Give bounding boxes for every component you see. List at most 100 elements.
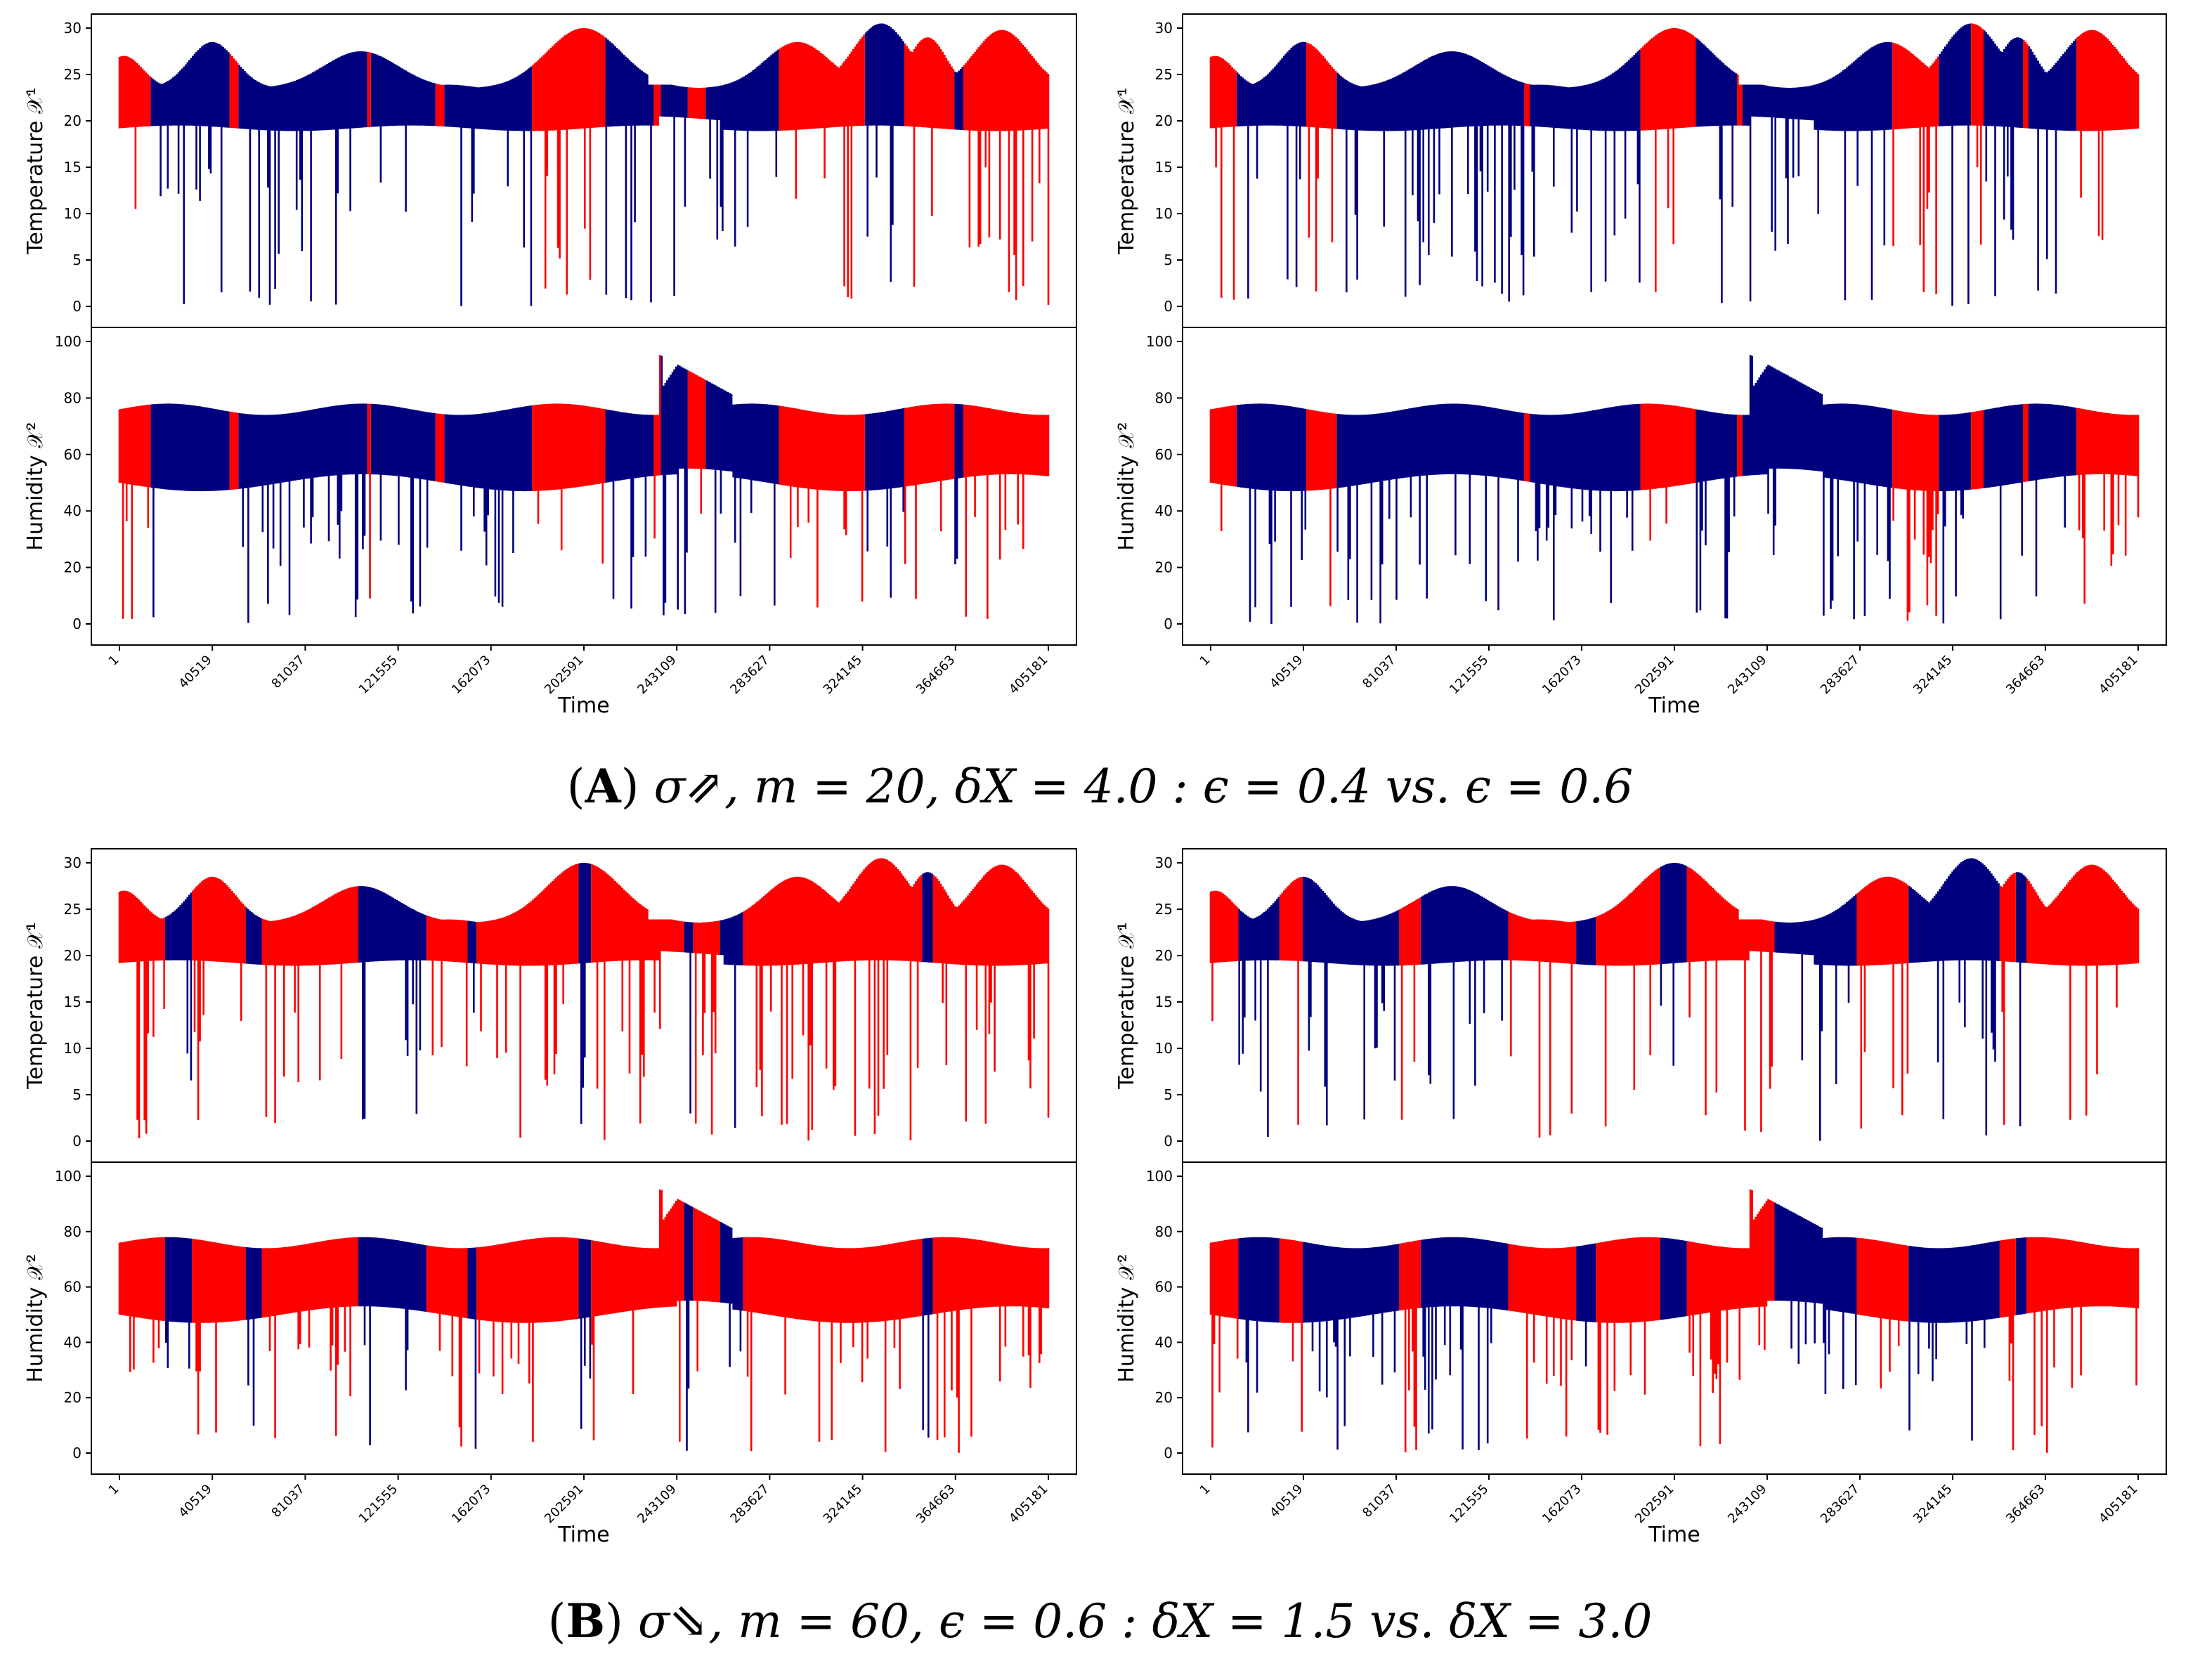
caption-b-label: B — [566, 1594, 606, 1648]
x-tick-label: 324145 — [1911, 1482, 1955, 1526]
y-tick-label: 25 — [1155, 901, 1173, 918]
x-axis-label: Time — [557, 1523, 609, 1547]
x-tick-label: 324145 — [1911, 653, 1955, 697]
series-normal — [150, 23, 963, 306]
y-tick-label: 15 — [64, 994, 82, 1010]
y-tick-label: 40 — [64, 502, 82, 519]
y-axis-label: Humidity 𝒳² — [23, 422, 48, 550]
y-tick-label: 60 — [64, 446, 82, 463]
x-tick-label: 324145 — [821, 1482, 865, 1526]
x-tick-label: 405181 — [1006, 1482, 1050, 1526]
caption-a: (A) σ⇗, m = 20, δX = 4.0 : ϵ = 0.4 vs. ϵ… — [566, 759, 1634, 814]
x-tick-label: 162073 — [449, 653, 493, 697]
y-tick-label: 20 — [1155, 947, 1173, 964]
y-tick-label: 30 — [64, 854, 82, 871]
y-tick-label: 80 — [1155, 389, 1173, 406]
x-tick-label: 364663 — [2003, 1482, 2048, 1526]
x-tick-label: 81037 — [269, 1482, 308, 1521]
y-tick-label: 20 — [64, 559, 82, 576]
y-tick-label: 100 — [55, 1168, 82, 1185]
x-tick-label: 283627 — [727, 653, 772, 697]
y-tick-label: 30 — [1155, 854, 1173, 871]
y-tick-label: 10 — [1155, 1040, 1173, 1057]
y-tick-label: 40 — [64, 1334, 82, 1350]
y-tick-label: 20 — [1155, 112, 1173, 129]
series-highlighted — [1209, 403, 2140, 621]
panel-A-right-temperature: 0 5 10 15 20 25 30 Temperature 𝒳¹ — [1114, 13, 2167, 328]
x-tick-label: 162073 — [1540, 653, 1584, 697]
x-tick-label: 405181 — [2096, 1482, 2140, 1526]
panel-B-left-humidity: 0 20 40 60 80 100 Humidity 𝒳² — [23, 1161, 1077, 1475]
y-tick-label: 40 — [1155, 1334, 1173, 1350]
x-tick-label: 121555 — [1447, 1482, 1491, 1526]
y-axis-label: Humidity 𝒳² — [1114, 422, 1139, 550]
x-tick-label: 40519 — [1267, 653, 1306, 691]
x-tick-label: 324145 — [821, 653, 865, 697]
x-tick-label: 243109 — [1725, 1482, 1769, 1526]
y-axis-label: Temperature 𝒳¹ — [23, 922, 48, 1089]
y-tick-label: 30 — [1155, 20, 1173, 37]
x-tick-label: 81037 — [1360, 1482, 1398, 1521]
y-tick-label: 60 — [1155, 1279, 1173, 1296]
series-normal — [150, 356, 963, 623]
x-axis-label: Time — [1648, 694, 1700, 718]
y-tick-label: 15 — [1155, 994, 1173, 1010]
x-tick-label: 81037 — [1360, 653, 1398, 691]
series-normal — [1238, 858, 2027, 1141]
panel-B-right-humidity: 0 20 40 60 80 100 Humidity 𝒳² — [1114, 1161, 2167, 1475]
series-highlighted — [1209, 864, 2140, 1138]
y-tick-label: 100 — [1146, 1168, 1173, 1185]
x-tick-label: 1 — [106, 1482, 122, 1498]
y-tick-label: 100 — [1146, 333, 1173, 350]
x-tick-label: 121555 — [356, 1482, 401, 1526]
y-tick-label: 15 — [64, 159, 82, 176]
series-normal — [1236, 23, 2077, 306]
chart-A-right: 0 5 10 15 20 25 30 Temperature 𝒳¹ 0 20 40 60 80 100 Hu… — [1114, 13, 2167, 718]
y-tick-label: 5 — [72, 1086, 82, 1103]
x-tick-label: 283627 — [1818, 653, 1862, 697]
series-normal — [1236, 355, 2077, 624]
y-tick-label: 0 — [72, 1445, 82, 1461]
x-tick-label: 283627 — [727, 1482, 772, 1526]
y-tick-label: 60 — [64, 1279, 82, 1296]
panel-A-left-temperature: 0 5 10 15 20 25 30 Temperature 𝒳¹ — [23, 13, 1077, 328]
y-axis-label: Temperature 𝒳¹ — [1114, 87, 1139, 254]
y-tick-label: 100 — [55, 333, 82, 350]
y-tick-label: 0 — [72, 298, 82, 315]
y-tick-label: 20 — [64, 1389, 82, 1406]
y-tick-label: 20 — [64, 112, 82, 129]
y-tick-label: 20 — [1155, 559, 1173, 576]
series-highlighted — [1209, 23, 2140, 300]
chart-B-right: 0 5 10 15 20 25 30 Temperature 𝒳¹ 0 20 40 60 80 100 Hu… — [1114, 848, 2167, 1547]
caption-a-text: σ⇗, m = 20, δX = 4.0 : ϵ = 0.4 vs. ϵ = 0… — [653, 760, 1634, 814]
panel-A-left-humidity: 0 20 40 60 80 100 Humidity 𝒳² — [23, 327, 1077, 646]
series-normal — [164, 863, 933, 1128]
caption-b: (B) σ⇘, m = 60, ϵ = 0.6 : δX = 1.5 vs. δ… — [547, 1594, 1653, 1648]
x-axis-label: Time — [1648, 1523, 1700, 1547]
series-highlighted — [118, 1189, 1050, 1453]
y-tick-label: 40 — [1155, 502, 1173, 519]
x-tick-label: 162073 — [1540, 1482, 1584, 1526]
x-tick-label: 202591 — [542, 1482, 586, 1526]
y-tick-label: 15 — [1155, 159, 1173, 176]
x-tick-label: 121555 — [1447, 653, 1491, 697]
y-tick-label: 60 — [1155, 446, 1173, 463]
x-tick-label: 81037 — [269, 653, 308, 691]
y-axis-label: Temperature 𝒳¹ — [23, 87, 48, 254]
y-tick-label: 10 — [64, 205, 82, 222]
x-tick-label: 40519 — [176, 1482, 214, 1521]
x-tick-label: 1 — [1197, 1482, 1213, 1498]
x-tick-label: 121555 — [356, 653, 401, 697]
y-tick-label: 0 — [1164, 616, 1173, 632]
x-tick-label: 40519 — [1267, 1482, 1306, 1521]
series-normal — [1238, 1202, 2027, 1450]
panel-B-left-temperature: 0 5 10 15 20 25 30 Temperature 𝒳¹ — [23, 848, 1077, 1163]
panel-A-right-humidity: 0 20 40 60 80 100 Humidity 𝒳² — [1114, 327, 2167, 646]
x-tick-label: 405181 — [2096, 653, 2140, 697]
x-tick-label: 364663 — [913, 653, 958, 697]
series-highlighted — [118, 28, 1050, 306]
y-axis-label: Humidity 𝒳² — [1114, 1254, 1139, 1382]
panel-B-right-temperature: 0 5 10 15 20 25 30 Temperature 𝒳¹ — [1114, 848, 2167, 1163]
x-tick-label: 243109 — [634, 653, 679, 697]
series-highlighted — [1209, 1189, 2140, 1453]
